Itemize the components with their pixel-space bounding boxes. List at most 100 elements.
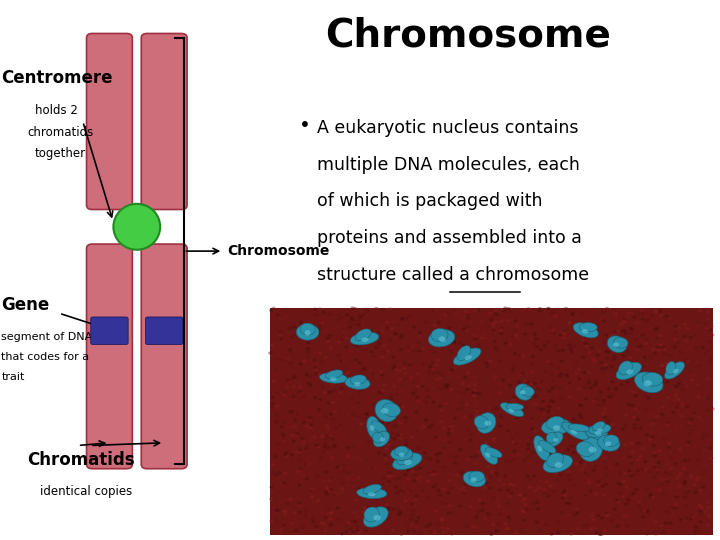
- Circle shape: [409, 375, 413, 379]
- Ellipse shape: [373, 431, 390, 447]
- Circle shape: [706, 377, 711, 380]
- Circle shape: [706, 409, 710, 412]
- Circle shape: [552, 332, 556, 335]
- Circle shape: [618, 491, 622, 495]
- Circle shape: [586, 444, 590, 448]
- Circle shape: [608, 411, 613, 414]
- Circle shape: [602, 411, 606, 414]
- Ellipse shape: [469, 471, 485, 482]
- Circle shape: [476, 425, 480, 428]
- Circle shape: [298, 362, 302, 366]
- Circle shape: [408, 462, 413, 465]
- Circle shape: [565, 350, 570, 354]
- Circle shape: [401, 507, 405, 510]
- Circle shape: [433, 471, 437, 474]
- Circle shape: [694, 422, 698, 425]
- Circle shape: [537, 486, 541, 489]
- Circle shape: [562, 489, 567, 492]
- Circle shape: [576, 509, 580, 512]
- Circle shape: [413, 474, 417, 477]
- Circle shape: [282, 393, 287, 396]
- Circle shape: [474, 476, 479, 479]
- Circle shape: [378, 430, 382, 433]
- Circle shape: [618, 431, 622, 435]
- Circle shape: [544, 451, 548, 454]
- Ellipse shape: [603, 435, 619, 447]
- Circle shape: [443, 502, 447, 505]
- Circle shape: [425, 504, 429, 507]
- Circle shape: [706, 357, 711, 361]
- Circle shape: [480, 502, 485, 505]
- Circle shape: [688, 529, 692, 532]
- Circle shape: [590, 431, 595, 435]
- Circle shape: [581, 311, 585, 314]
- Circle shape: [362, 367, 366, 370]
- Ellipse shape: [562, 422, 588, 440]
- Circle shape: [411, 366, 415, 369]
- Circle shape: [524, 508, 528, 511]
- Circle shape: [365, 314, 369, 318]
- Circle shape: [590, 514, 594, 517]
- Circle shape: [639, 467, 644, 470]
- Circle shape: [683, 491, 688, 495]
- Circle shape: [424, 392, 428, 395]
- Circle shape: [552, 375, 556, 378]
- Circle shape: [663, 522, 667, 525]
- Circle shape: [589, 527, 593, 530]
- Circle shape: [433, 319, 438, 322]
- Circle shape: [508, 342, 513, 346]
- Circle shape: [539, 408, 543, 411]
- Ellipse shape: [395, 446, 408, 456]
- Circle shape: [708, 515, 712, 518]
- Ellipse shape: [375, 400, 397, 422]
- Circle shape: [577, 404, 582, 407]
- Circle shape: [351, 445, 356, 448]
- Ellipse shape: [537, 446, 542, 451]
- Circle shape: [690, 471, 694, 475]
- Circle shape: [422, 320, 426, 323]
- Circle shape: [663, 367, 667, 370]
- Circle shape: [678, 350, 683, 353]
- Circle shape: [675, 406, 679, 409]
- Circle shape: [444, 333, 448, 336]
- Circle shape: [526, 373, 530, 376]
- Circle shape: [284, 522, 288, 525]
- Circle shape: [653, 463, 657, 467]
- Ellipse shape: [114, 204, 161, 249]
- Circle shape: [577, 500, 581, 503]
- Circle shape: [312, 329, 317, 332]
- Circle shape: [662, 315, 666, 318]
- Circle shape: [471, 392, 475, 395]
- Circle shape: [511, 396, 516, 399]
- Circle shape: [408, 363, 412, 367]
- Circle shape: [453, 462, 457, 465]
- Circle shape: [336, 354, 341, 357]
- Ellipse shape: [325, 370, 343, 379]
- Circle shape: [581, 338, 585, 341]
- Circle shape: [385, 327, 390, 330]
- Circle shape: [511, 484, 516, 487]
- Ellipse shape: [364, 507, 388, 527]
- Circle shape: [711, 407, 715, 410]
- Circle shape: [496, 452, 500, 455]
- Circle shape: [611, 333, 616, 336]
- Circle shape: [624, 316, 628, 319]
- Circle shape: [662, 343, 666, 347]
- Circle shape: [654, 310, 659, 314]
- Circle shape: [403, 377, 408, 380]
- Circle shape: [683, 479, 687, 482]
- Circle shape: [584, 335, 588, 339]
- Circle shape: [624, 408, 628, 411]
- Circle shape: [696, 320, 700, 323]
- Circle shape: [652, 444, 656, 447]
- Circle shape: [603, 341, 607, 344]
- Circle shape: [520, 308, 524, 312]
- Circle shape: [696, 476, 701, 479]
- Circle shape: [347, 370, 351, 374]
- Circle shape: [299, 321, 303, 324]
- Circle shape: [583, 396, 588, 400]
- Circle shape: [501, 309, 505, 312]
- Circle shape: [463, 359, 467, 362]
- Circle shape: [414, 468, 418, 471]
- Ellipse shape: [474, 416, 489, 429]
